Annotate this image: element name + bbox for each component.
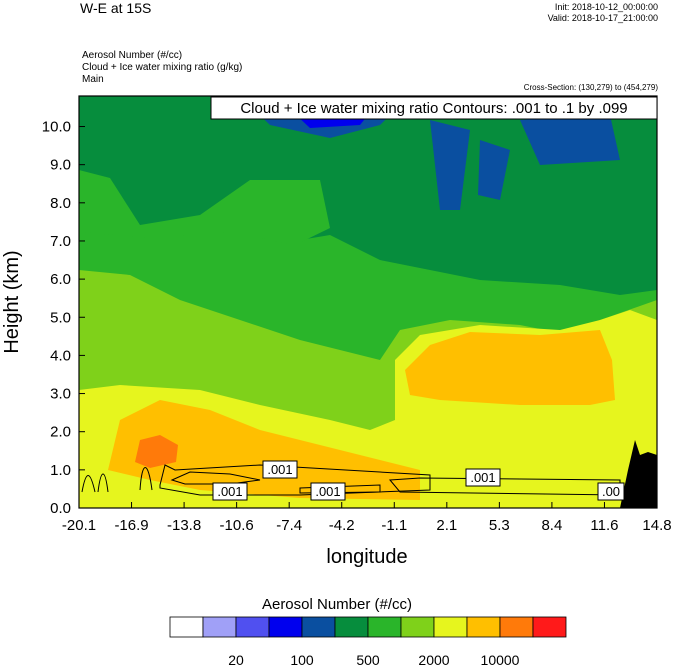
colorbar-swatch (268, 616, 303, 638)
contour-label-box (465, 468, 501, 487)
colorbar-swatch (532, 616, 567, 638)
contour-label: .001 (267, 462, 292, 477)
colorbar-tick-label: 10000 (481, 652, 520, 667)
field-region-orange-right (405, 330, 615, 405)
colorbar: 20 100 500 2000 10000 (169, 616, 567, 667)
colorbar-swatch (400, 616, 435, 638)
colorbar-tick-label: 500 (356, 652, 380, 667)
y-tick-label: 7.0 (50, 233, 71, 250)
field-label-cloud: Cloud + Ice water mixing ratio (g/kg) (82, 62, 243, 73)
x-tick-label: 2.1 (436, 517, 457, 534)
cross-section-label: Cross-Section: (130,279) to (454,279) (523, 83, 658, 92)
x-tick-label: 11.6 (590, 517, 618, 534)
x-tick-label: -1.1 (381, 517, 407, 534)
cloud-contours (81, 464, 621, 496)
valid-time: Valid: 2018-10-17_21:00:00 (547, 13, 658, 23)
y-tick-label: 1.0 (50, 462, 71, 479)
x-tick-label: -16.9 (114, 517, 148, 534)
colorbar-tick-label: 100 (290, 652, 314, 667)
contour-info-text: Cloud + Ice water mixing ratio Contours:… (240, 100, 627, 117)
colorbar-swatch (433, 616, 468, 638)
y-tick-label: 6.0 (50, 271, 71, 288)
contour-label: .001 (217, 484, 242, 499)
contour-line (159, 464, 431, 496)
y-tick-label: 5.0 (50, 309, 71, 326)
field-region-blue-right3 (520, 115, 620, 165)
field-region-dark-orange (135, 435, 178, 468)
y-axis-ticks: 0.0 1.0 2.0 3.0 4.0 5.0 6.0 7.0 8.0 9.0 10.0 (42, 119, 85, 517)
x-axis-ticks: -20.1 -16.9 -13.8 -10.6 -7.4 -4.2 -1.1 2.1 5.3 8.… (62, 502, 672, 534)
x-tick-label: 8.4 (541, 517, 562, 534)
contour-line (81, 473, 109, 493)
field-region-blue-right (430, 120, 470, 210)
colorbar-tick-label: 2000 (418, 652, 449, 667)
colorbar-swatch (202, 616, 237, 638)
y-tick-label: 4.0 (50, 347, 71, 364)
y-tick-label: 8.0 (50, 195, 71, 212)
field-label-main: Main (82, 74, 104, 85)
x-tick-label: 5.3 (489, 517, 510, 534)
x-tick-label: -13.8 (167, 517, 201, 534)
y-tick-label: 2.0 (50, 424, 71, 441)
contour-label-box (262, 460, 298, 479)
time-info: Init: 2018-10-12_00:00:00 Valid: 2018-10… (548, 2, 658, 24)
x-tick-label: -4.2 (329, 517, 355, 534)
contour-level-labels: .001 .001 .001 .001 .00 (212, 460, 625, 501)
field-label-aerosol: Aerosol Number (#/cc) (82, 50, 183, 61)
x-tick-label: -7.4 (276, 517, 302, 534)
contour-line (139, 467, 153, 491)
colorbar-tick-label: 20 (228, 652, 244, 667)
y-tick-label: 10.0 (42, 119, 71, 136)
colorbar-swatch (235, 616, 270, 638)
contour-label-box (310, 482, 346, 501)
contour-info-box (210, 96, 658, 120)
colorbar-swatch (367, 616, 402, 638)
field-region-orange (108, 400, 420, 500)
field-region-green-upper (79, 170, 330, 245)
init-time: Init: 2018-10-12_00:00:00 (554, 2, 658, 12)
contour-label-box (597, 482, 625, 501)
contour-label: .001 (470, 470, 495, 485)
contour-label-box (212, 482, 248, 501)
y-tick-label: 0.0 (50, 500, 71, 517)
y-axis-title: Height (km) (1, 250, 23, 353)
colorbar-swatch (301, 616, 336, 638)
field-region-blue-right2 (478, 140, 510, 200)
y-tick-label: 9.0 (50, 157, 71, 174)
contour-label: .00 (602, 484, 620, 499)
colorbar-title: Aerosol Number (#/cc) (261, 596, 413, 613)
plot-frame (78, 95, 658, 509)
contour-line (170, 471, 261, 485)
colorbar-swatch (499, 616, 534, 638)
field-labels: Aerosol Number (#/cc) Cloud + Ice water … (82, 50, 242, 86)
heatmap-field (79, 96, 657, 508)
contour-label: .001 (315, 484, 340, 499)
terrain (620, 440, 657, 508)
plot-title: W-E at 15S (80, 0, 152, 16)
x-tick-label: -20.1 (62, 517, 96, 534)
y-tick-label: 3.0 (50, 386, 71, 403)
colorbar-swatch (334, 616, 369, 638)
colorbar-swatch (169, 616, 204, 638)
contour-line (299, 484, 381, 494)
colorbar-swatch (466, 616, 501, 638)
x-axis-title: longitude (326, 546, 407, 568)
x-tick-label: -10.6 (220, 517, 254, 534)
x-tick-label: 14.8 (642, 517, 671, 534)
